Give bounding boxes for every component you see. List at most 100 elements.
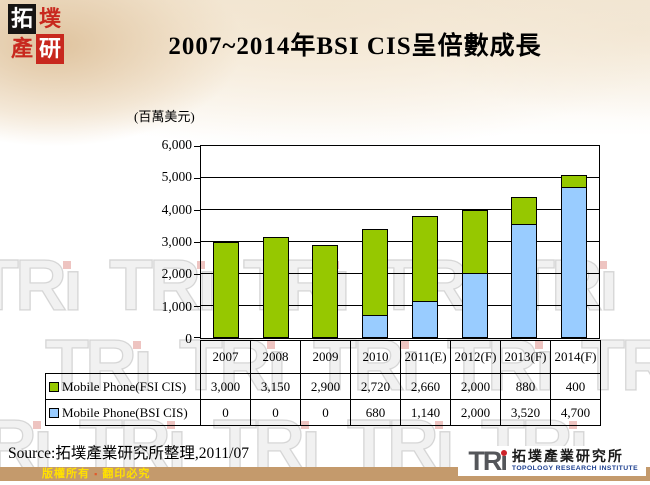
value-cell: 2,900 (300, 373, 351, 400)
logo-char-3: 產 (10, 36, 33, 61)
value-cell: 0 (250, 399, 301, 426)
value-cell: 400 (550, 373, 601, 400)
category-header: 2013(F) (500, 340, 551, 374)
tri-logo-i: ı (500, 446, 507, 476)
logo-char-1: 拓 (8, 4, 36, 34)
bar-cell-2011(E) (400, 146, 450, 338)
y-axis-tick-mark (194, 178, 200, 179)
value-cell: 3,000 (200, 373, 251, 400)
gridline (201, 209, 599, 210)
tri-logo-mark: TRı (468, 446, 507, 476)
bar-segment (362, 229, 389, 317)
y-axis-tick-mark (194, 306, 200, 308)
y-axis-tick-mark (194, 210, 200, 212)
value-cell: 880 (500, 373, 551, 400)
bar-cell-2013(F) (500, 146, 550, 338)
chart-data-table: 2007 2008 2009 2010 2011(E) 2012(F) 2013(F) 201… (45, 340, 601, 426)
stacked-bar-2013(F) (511, 146, 538, 338)
y-tick-label: 1,000 (161, 298, 192, 314)
value-cell: 3,520 (500, 399, 551, 426)
series-name: Mobile Phone(BSI CIS) (62, 404, 188, 420)
bar-cell-2007 (201, 146, 251, 338)
copyright-left: 版權所有 (42, 468, 90, 480)
bar-segment (511, 197, 538, 226)
value-cell: 2,660 (400, 373, 451, 400)
bar-segment (262, 237, 289, 338)
bar-segment (212, 242, 239, 338)
legend-cell: Mobile Phone(FSI CIS) (45, 373, 201, 400)
value-cell: 1,140 (400, 399, 451, 426)
category-header: 2008 (250, 340, 301, 374)
y-tick-label: 3,000 (161, 234, 192, 249)
table-blank-cell (46, 341, 201, 374)
watermark-tri-text: TRı (0, 245, 84, 327)
gridline (201, 241, 599, 242)
y-axis-unit-label: (百萬美元) (134, 109, 195, 124)
bar-cell-2010 (350, 146, 400, 338)
category-header: 2009 (300, 340, 351, 374)
bar-segment (561, 187, 588, 338)
tri-logo-english-name: TOPOLOGY RESEARCH INSTITUTE (511, 464, 638, 472)
y-axis-tick-labels: 6,000 5,000 4,000 3,000 2,000 1,000 0 (120, 137, 192, 346)
y-axis-tick-mark (194, 274, 200, 276)
y-tick-label: 0 (185, 331, 192, 346)
value-cell: 2,000 (450, 373, 501, 400)
category-header: 2010 (350, 340, 401, 374)
y-axis-tick-mark (194, 337, 200, 338)
y-tick-label: 5,000 (161, 169, 192, 185)
logo-char-4: 研 (36, 34, 64, 64)
y-tick-label: 4,000 (161, 201, 192, 217)
page-title: 2007~2014年BSI CIS呈倍數成長 (168, 33, 542, 60)
value-cell: 4,700 (550, 399, 601, 426)
y-axis-tick-mark (194, 242, 200, 243)
bar-cell-2012(F) (450, 146, 500, 338)
stacked-bar-2007 (212, 146, 239, 338)
bar-segment (362, 316, 389, 338)
bar-segment (411, 216, 438, 302)
category-header: 2011(E) (400, 340, 451, 374)
category-header: 2012(F) (450, 340, 501, 374)
bars-container (201, 146, 599, 338)
gridline (201, 177, 599, 178)
bar-cell-2008 (251, 146, 301, 338)
value-cell: 2,720 (350, 373, 401, 400)
y-tick-label: 2,000 (161, 266, 192, 282)
series-name: Mobile Phone(FSI CIS) (62, 378, 187, 394)
legend-swatch-icon (49, 381, 59, 392)
tri-logo-letters: TR (468, 446, 502, 476)
stacked-bar-2011(E) (411, 146, 438, 338)
stacked-bar-2012(F) (461, 146, 488, 338)
tri-logo-text: 拓墣產業研究所 TOPOLOGY RESEARCH INSTITUTE (512, 450, 638, 473)
bar-cell-2009 (301, 146, 351, 338)
stacked-bar-2014(F) (561, 146, 588, 338)
bar-segment (561, 174, 588, 188)
stacked-bar-2009 (312, 146, 339, 338)
stacked-bar-2008 (262, 146, 289, 338)
tri-footer-logo: TRı 拓墣產業研究所 TOPOLOGY RESEARCH INSTITUTE (458, 446, 646, 476)
value-cell: 3,150 (250, 373, 301, 400)
tri-logo-red-dot-icon (500, 450, 507, 456)
value-cell: 0 (200, 399, 251, 426)
category-header: 2007 (200, 340, 251, 374)
stacked-bar-2010 (362, 146, 389, 338)
gridline (201, 305, 599, 306)
bar-segment (411, 301, 438, 338)
copyright-separator-icon: ▪ (94, 469, 99, 479)
source-note: Source:拓墣產業研究所整理,2011/07 (8, 445, 249, 462)
logo-char-2: 墣 (38, 6, 61, 31)
bar-segment (511, 225, 538, 338)
data-table-body: 2007 2008 2009 2010 2011(E) 2012(F) 2013(F) 201… (45, 340, 601, 426)
y-axis-tick-mark (194, 146, 200, 147)
legend-swatch-icon (49, 407, 59, 418)
legend-cell: Mobile Phone(BSI CIS) (45, 399, 201, 426)
tri-logo-chinese-name: 拓墣產業研究所 (511, 449, 624, 465)
topology-corner-logo: 拓 墣 產 研 (8, 4, 64, 64)
bar-segment (461, 210, 488, 274)
copyright-text: 版權所有 ▪ 翻印必究 (42, 467, 650, 481)
gridline (201, 273, 599, 274)
y-tick-label: 6,000 (161, 137, 192, 152)
bar-cell-2014(F) (549, 146, 599, 338)
plot-area (194, 145, 600, 339)
value-cell: 0 (300, 399, 351, 426)
